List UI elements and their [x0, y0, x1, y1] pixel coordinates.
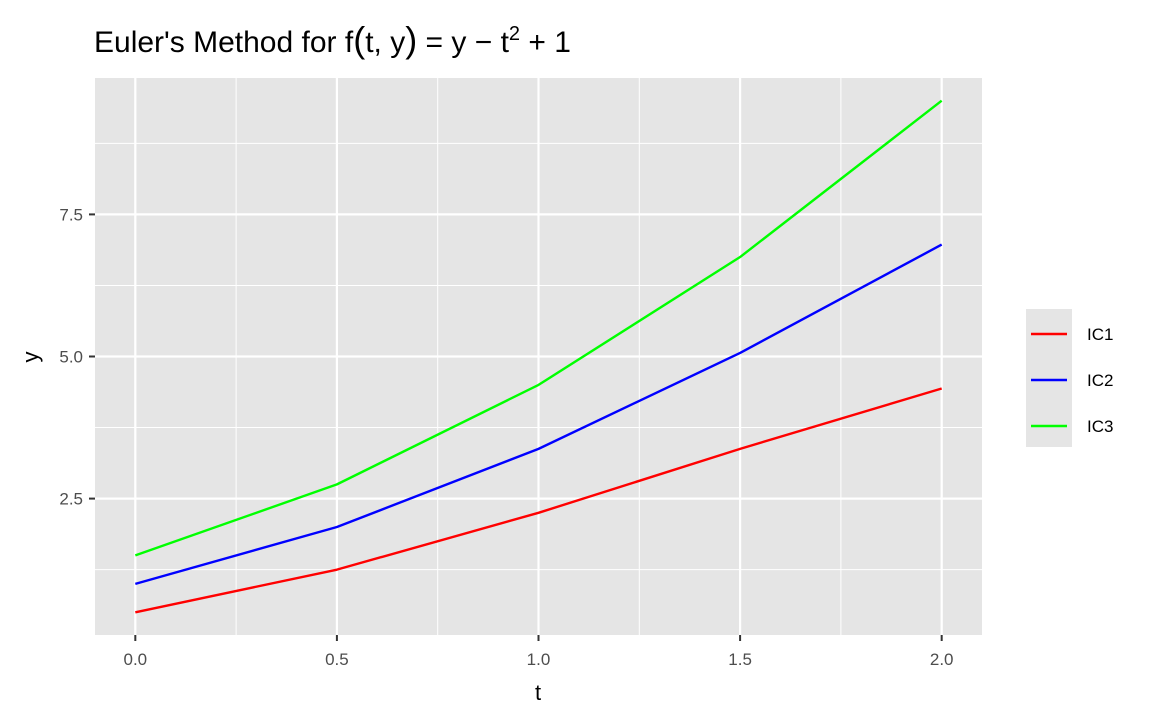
y-tick-label: 5.0: [59, 348, 83, 367]
title-eq: = y − t: [417, 26, 509, 59]
x-tick-label: 0.0: [123, 650, 147, 669]
title-f: f: [345, 26, 354, 59]
y-tick-label: 2.5: [59, 490, 83, 509]
legend-label-ic2: IC2: [1087, 371, 1113, 390]
title-lead: Euler's Method for: [94, 26, 345, 59]
title-sup: 2: [509, 23, 520, 45]
series-lines: [134, 99, 943, 614]
legend-label-ic3: IC3: [1087, 417, 1113, 436]
series-line-ic3: [134, 99, 943, 557]
title-tail: + 1: [520, 26, 571, 59]
x-tick-label: 1.0: [527, 650, 551, 669]
chart-title: Euler's Method for f(t, y) = y − t2 + 1: [94, 19, 571, 60]
x-tick-label: 1.5: [728, 650, 752, 669]
y-axis: 2.5 5.0 7.5: [59, 205, 95, 509]
grid-major: [95, 78, 982, 635]
title-lparen: (: [353, 19, 365, 60]
series-line-ic1: [135, 387, 943, 614]
legend-background: [1026, 309, 1072, 447]
y-tick-label: 7.5: [59, 205, 83, 224]
x-axis-title: t: [535, 680, 541, 705]
x-tick-label: 2.0: [930, 650, 954, 669]
x-tick-label: 0.5: [325, 650, 349, 669]
title-rparen: ): [405, 19, 417, 60]
x-axis: 0.0 0.5 1.0 1.5 2.0: [123, 635, 954, 669]
svg-text:Euler's Method for f(t, y) = y: Euler's Method for f(t, y) = y − t2 + 1: [94, 19, 571, 60]
title-args: t, y: [365, 26, 405, 59]
legend-label-ic1: IC1: [1087, 325, 1113, 344]
legend: IC1 IC2 IC3: [1026, 309, 1113, 447]
y-axis-title: y: [18, 352, 43, 363]
series-line-ic2: [134, 243, 943, 586]
